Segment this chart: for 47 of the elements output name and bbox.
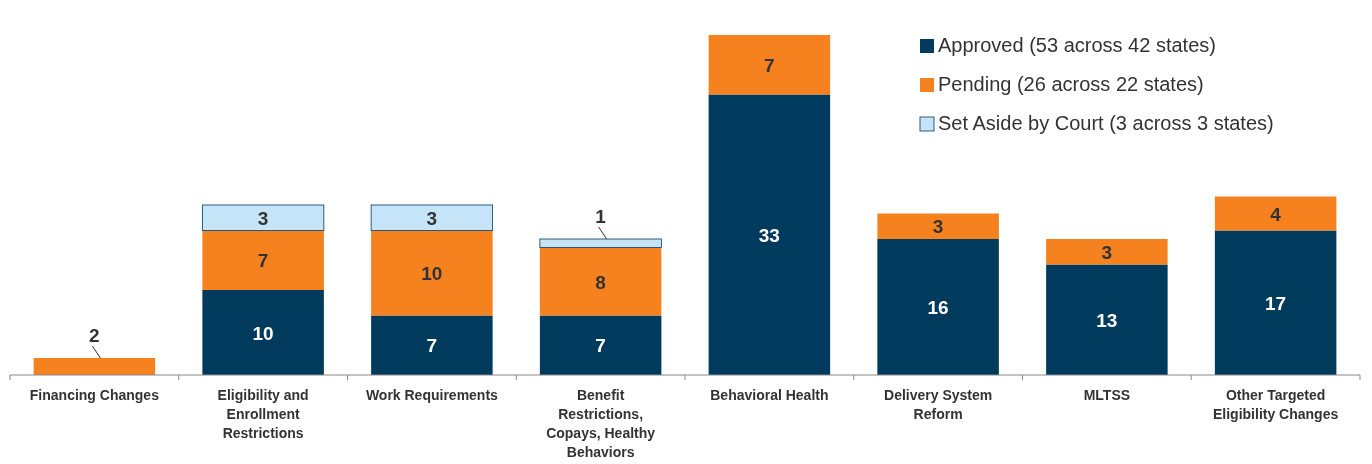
- bar: [371, 230, 493, 316]
- x-tick-label: Benefit Restrictions, Copays, Healthy Behaviors: [546, 387, 656, 460]
- legend-label: Pending (26 across 22 states): [938, 73, 1204, 95]
- x-tick-label: MLTSS: [1083, 387, 1131, 403]
- data-label: 13: [1096, 309, 1118, 331]
- data-label: 3: [426, 207, 438, 229]
- bar: [202, 290, 324, 375]
- data-label: 1: [595, 206, 607, 227]
- data-label: 4: [1270, 203, 1282, 225]
- x-tick-label: Work Requirements: [365, 387, 499, 403]
- legend-label: Approved (53 across 42 states): [938, 34, 1216, 56]
- bar: [539, 315, 662, 375]
- bar: [708, 94, 831, 375]
- x-tick-label: Financing Changes: [29, 387, 160, 403]
- bar: [33, 358, 156, 375]
- bar: [877, 213, 999, 239]
- data-label: 10: [252, 322, 274, 344]
- x-tick-label: Delivery System Reform: [884, 387, 993, 422]
- bar: [1214, 230, 1337, 375]
- bar: [539, 247, 662, 316]
- x-tick-label: Eligibility and Enrollment Restrictions: [217, 387, 309, 441]
- bar: [877, 239, 999, 375]
- data-label: 7: [764, 54, 775, 76]
- bar: [201, 204, 325, 231]
- data-label: 7: [426, 335, 438, 357]
- x-tick-label: Behavioral Health: [710, 387, 829, 403]
- bar: [708, 35, 831, 95]
- x-tick-label: Other Targeted Eligibility Changes: [1213, 387, 1339, 422]
- legend-label: Set Aside by Court (3 across 3 states): [938, 112, 1274, 134]
- data-label: 3: [257, 207, 269, 229]
- bar: [539, 238, 662, 248]
- data-label: 33: [758, 224, 780, 246]
- bar: [371, 315, 493, 375]
- bar: [202, 230, 324, 290]
- bar: [1046, 264, 1168, 375]
- data-label: 7: [257, 250, 269, 272]
- data-label: 16: [927, 297, 949, 318]
- data-label: 3: [932, 216, 944, 238]
- bar: [1214, 196, 1337, 231]
- data-label: 17: [1265, 292, 1287, 314]
- bar: [370, 204, 494, 231]
- data-label: 10: [421, 263, 443, 284]
- data-label: 7: [595, 335, 606, 357]
- data-label: 2: [89, 325, 100, 346]
- data-label: 8: [595, 271, 606, 293]
- data-label: 3: [1101, 241, 1113, 263]
- bar: [1046, 239, 1168, 265]
